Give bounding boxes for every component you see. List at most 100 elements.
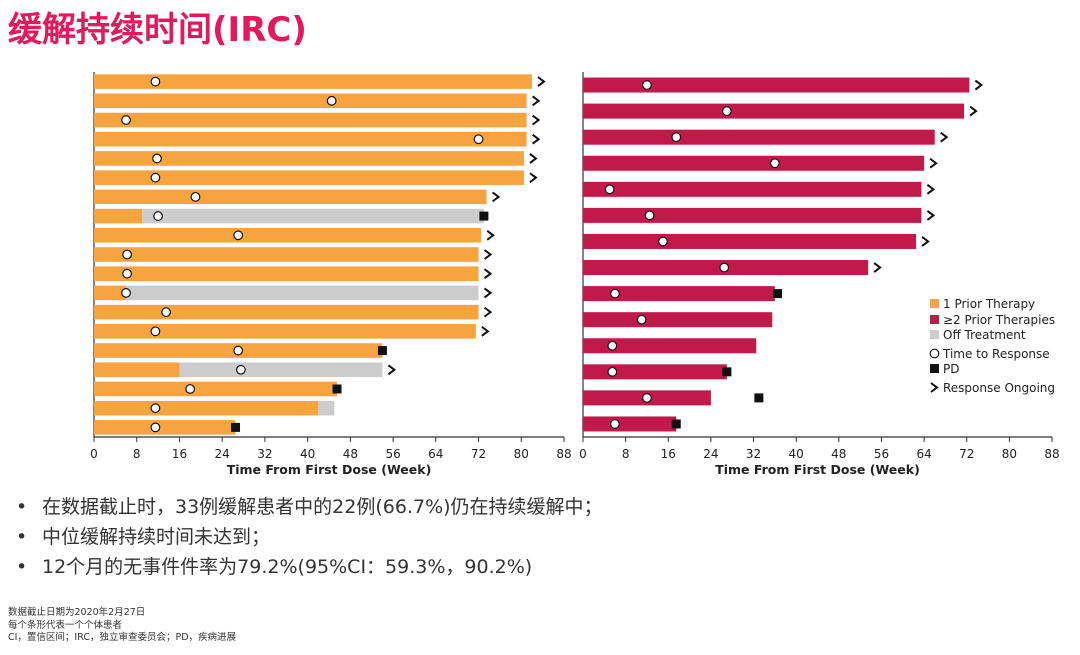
- patient-bar: [94, 189, 487, 205]
- patient-bar: [583, 155, 925, 171]
- legend-label: Off Treatment: [943, 328, 1026, 342]
- response-marker: [150, 403, 161, 414]
- duration-of-response-chart: 0 8 16 24 32 40 48 56 64 72 80 88 Time From First Do…: [90, 72, 1060, 477]
- x-axis-label: Time From First Dose (Week): [715, 462, 920, 477]
- patient-bar: [94, 400, 319, 416]
- x-tick-label: 0: [579, 447, 587, 461]
- footnote-line: 数据截止日期为2020年2月27日: [8, 607, 146, 618]
- response-marker: [721, 106, 732, 117]
- patient-bar: [583, 312, 773, 328]
- x-tick-label: 80: [514, 447, 529, 461]
- patient-bar: [583, 416, 677, 432]
- x-tick-label: 48: [831, 447, 846, 461]
- patient-bar: [583, 103, 965, 119]
- legend-label: 1 Prior Therapy: [943, 297, 1035, 311]
- patient-bar: [94, 131, 527, 147]
- x-tick-label: 72: [959, 447, 974, 461]
- panel-one-prior-therapy: 0 8 16 24 32 40 48 56 64 72 80 88 Time From First Do…: [90, 72, 572, 477]
- pd-marker: [773, 289, 783, 299]
- ongoing-arrow: [483, 306, 493, 318]
- patient-bar: [94, 170, 524, 185]
- legend-swatch-off-treatment: [930, 330, 939, 339]
- x-tick-label: 40: [300, 447, 315, 461]
- x-tick-label: 8: [133, 447, 141, 461]
- patient-bar: [583, 181, 922, 197]
- legend-label: Time to Response: [942, 347, 1050, 361]
- response-marker: [121, 115, 131, 125]
- response-marker: [235, 364, 246, 375]
- patient-bar: [94, 362, 180, 378]
- response-marker: [122, 268, 133, 279]
- legend-circle-icon: [929, 348, 940, 359]
- patient-bar: [94, 381, 338, 397]
- patient-bar: [94, 74, 532, 89]
- x-tick-label: 80: [1002, 447, 1017, 461]
- x-tick-label: 40: [789, 447, 804, 461]
- x-tick-label: 88: [1044, 447, 1059, 461]
- pd-marker: [479, 211, 489, 221]
- response-marker: [326, 95, 337, 106]
- footnote-line: CI，置信区间；IRC，独立审查委员会；PD，疾病进展: [8, 632, 237, 643]
- patient-bar: [583, 233, 917, 249]
- response-marker: [719, 262, 730, 273]
- off-treatment-bar: [126, 285, 479, 301]
- response-marker: [153, 211, 163, 221]
- ongoing-arrow: [483, 249, 493, 260]
- response-marker: [644, 210, 655, 221]
- ongoing-arrow: [483, 287, 493, 299]
- response-marker: [233, 345, 244, 356]
- x-tick-label: 72: [471, 447, 486, 461]
- pd-marker: [231, 422, 241, 432]
- x-tick-label: 24: [703, 447, 718, 461]
- x-axis-label: Time From First Dose (Week): [227, 462, 432, 477]
- off-treatment-bar: [142, 208, 484, 224]
- x-tick-label: 16: [661, 447, 676, 461]
- x-tick-label: 64: [428, 447, 443, 461]
- bullet-dot-icon: •: [16, 526, 28, 548]
- x-tick-label: 48: [343, 447, 358, 461]
- bullet-item: • 12个月的无事件件率为79.2%(95%CI：59.3%，90.2%): [16, 552, 603, 582]
- patient-bar: [583, 286, 775, 302]
- patient-bar: [94, 266, 479, 282]
- ongoing-arrow: [537, 76, 546, 87]
- x-tick-label: 0: [90, 447, 98, 461]
- response-marker: [122, 249, 133, 260]
- ongoing-arrow: [926, 210, 936, 221]
- response-marker: [150, 422, 161, 433]
- patient-bar: [583, 207, 922, 223]
- ongoing-arrow: [969, 105, 978, 117]
- ongoing-arrow: [532, 114, 541, 126]
- pd-marker: [722, 367, 732, 377]
- off-treatment-bar: [318, 400, 335, 416]
- x-tick-label: 32: [746, 447, 761, 461]
- x-tick-label: 32: [257, 447, 272, 461]
- patient-bar: [583, 129, 935, 145]
- response-marker: [610, 419, 620, 429]
- ongoing-arrow: [532, 95, 541, 107]
- patient-bar: [94, 112, 527, 128]
- legend-chevron-icon: [930, 382, 939, 393]
- patient-bar: [583, 77, 970, 93]
- response-marker: [185, 384, 196, 394]
- response-marker: [607, 366, 618, 377]
- response-marker: [642, 392, 652, 403]
- ongoing-arrow: [491, 191, 501, 203]
- ongoing-arrow: [532, 133, 541, 145]
- response-marker: [610, 288, 620, 299]
- legend-swatch-two-plus: [930, 315, 939, 324]
- pd-marker: [754, 393, 764, 403]
- ongoing-arrow: [486, 229, 495, 241]
- bullet-item: • 在数据截止时，33例缓解患者中的22例(66.7%)仍在持续缓解中；: [16, 492, 603, 522]
- ongoing-arrow: [921, 236, 930, 247]
- pd-marker: [671, 419, 681, 429]
- footnote-line: 每个条形代表一个个体患者: [8, 619, 123, 631]
- ongoing-arrow: [387, 364, 397, 376]
- legend-label: PD: [943, 362, 959, 376]
- bullet-text: 在数据截止时，33例缓解患者中的22例(66.7%)仍在持续缓解中；: [42, 496, 603, 518]
- legend-pd-icon: [930, 364, 939, 373]
- response-marker: [607, 340, 618, 351]
- patient-bar: [583, 338, 757, 354]
- response-marker: [604, 184, 615, 195]
- x-tick-label: 56: [385, 447, 400, 461]
